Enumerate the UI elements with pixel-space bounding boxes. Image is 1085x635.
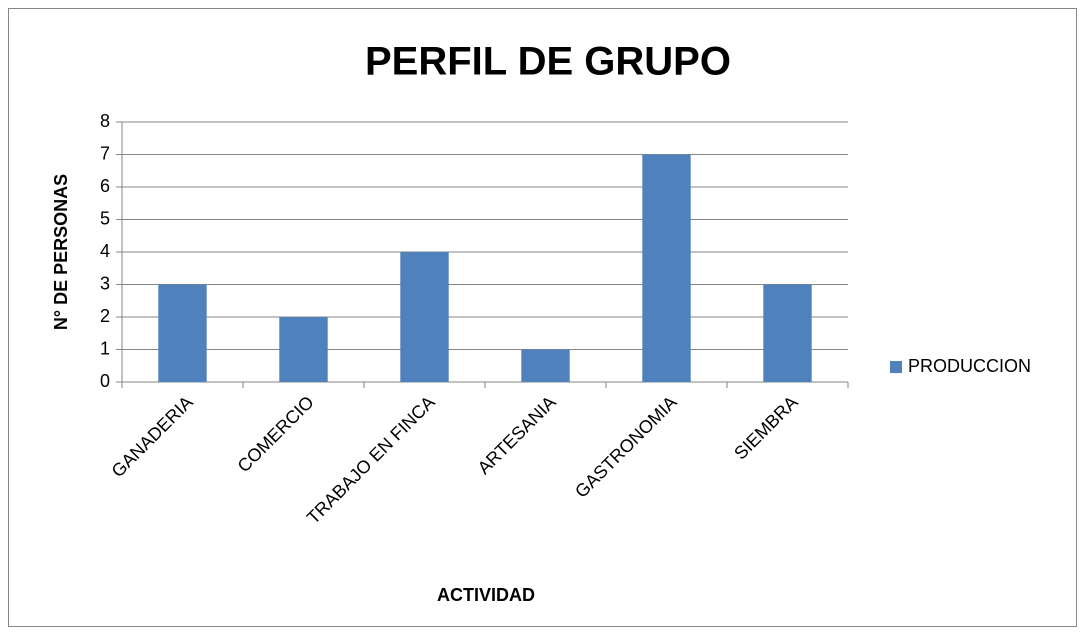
x-axis-label: ACTIVIDAD [437, 585, 535, 605]
y-tick-label: 3 [100, 273, 110, 293]
bar [521, 349, 570, 382]
legend-label: PRODUCCION [908, 356, 1031, 376]
y-tick-label: 4 [100, 241, 110, 261]
legend-swatch [890, 361, 902, 373]
y-axis-label: N° DE PERSONAS [51, 174, 71, 330]
bar [279, 317, 328, 382]
bar [763, 284, 812, 382]
bar [158, 284, 207, 382]
y-tick-label: 1 [100, 338, 110, 358]
y-tick-label: 6 [100, 176, 110, 196]
bar [400, 252, 449, 382]
y-tick-label: 5 [100, 208, 110, 228]
y-tick-label: 8 [100, 111, 110, 131]
y-tick-label: 0 [100, 371, 110, 391]
chart-title: PERFIL DE GRUPO [365, 40, 731, 84]
y-tick-label: 7 [100, 143, 110, 163]
bar [642, 154, 691, 382]
y-tick-label: 2 [100, 306, 110, 326]
